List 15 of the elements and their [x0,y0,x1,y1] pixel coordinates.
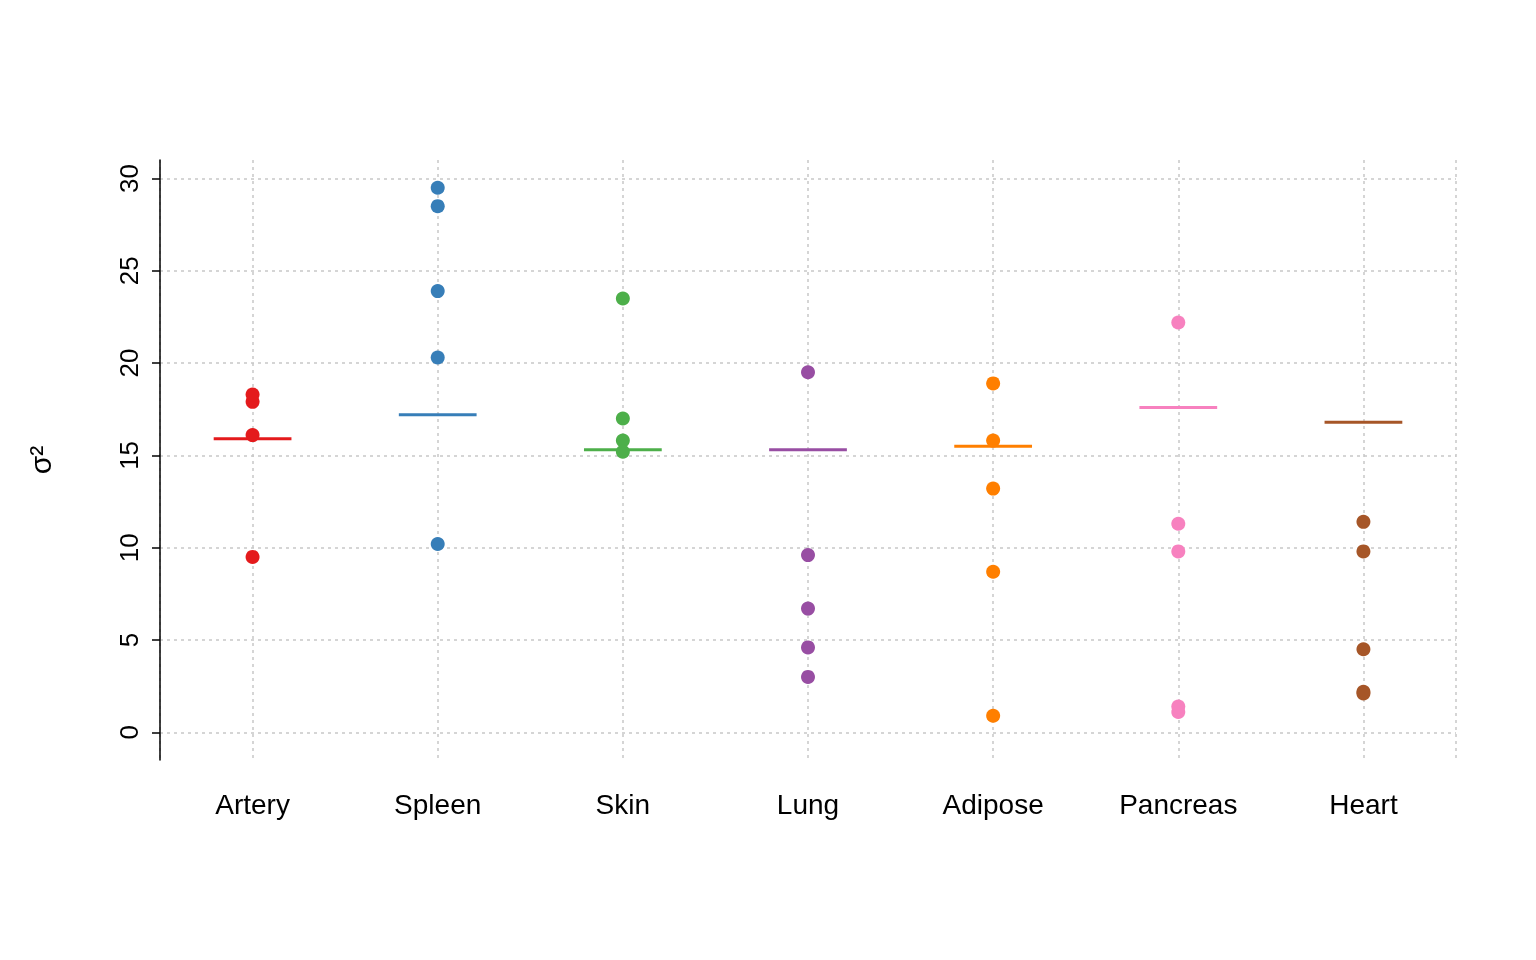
y-tick-label: 30 [114,164,144,193]
y-axis-title: σ² [23,445,57,475]
x-tick-label: Spleen [394,788,482,820]
y-tick-label: 15 [114,440,144,470]
y-tick-label: 0 [114,725,144,740]
y-tick-label: 20 [114,348,144,378]
x-tick-label: Heart [1329,788,1398,820]
x-tick-label: Skin [595,788,651,820]
y-tick-label: 10 [114,533,144,563]
x-tick-label: Lung [776,788,840,820]
x-tick-label: Adipose [942,788,1044,820]
y-tick-label: 25 [114,256,144,286]
x-tick-label: Pancreas [1119,788,1238,820]
x-tick-label: Artery [215,788,290,820]
y-tick-label: 5 [114,632,144,648]
